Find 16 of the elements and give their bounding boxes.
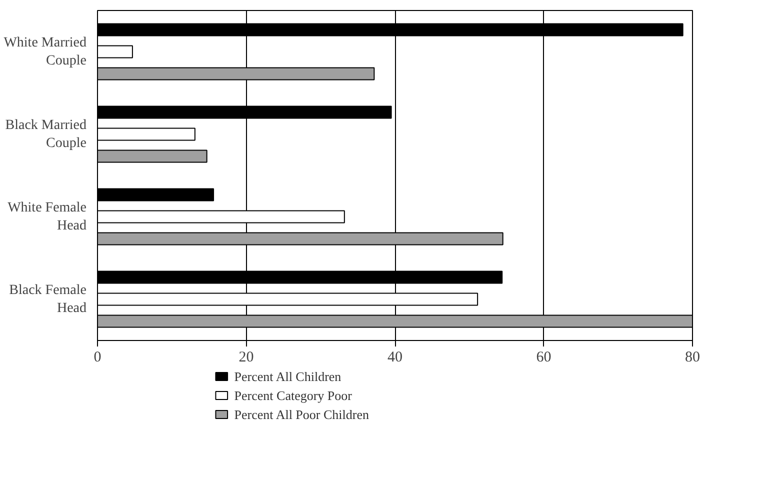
x-tick-label: 20 [238, 350, 254, 366]
y-tick-label: White Married Couple [4, 35, 87, 68]
x-tick-label: 0 [94, 350, 102, 366]
bar [98, 150, 208, 163]
y-tick-label: Black Married Couple [5, 118, 87, 151]
y-tick-label: White Female Head [8, 200, 87, 234]
x-tick-label: 60 [536, 350, 552, 366]
legend-label: Percent All Children [234, 369, 342, 384]
bar [98, 45, 133, 58]
legend-label: Percent All Poor Children [234, 407, 370, 422]
bar [98, 188, 214, 202]
x-tick-label: 80 [685, 350, 700, 366]
y-tick-label: Black Female Head [9, 282, 87, 316]
legend-label: Percent Category Poor [234, 388, 353, 403]
x-tick-label: 40 [388, 350, 402, 366]
bar [98, 128, 196, 141]
